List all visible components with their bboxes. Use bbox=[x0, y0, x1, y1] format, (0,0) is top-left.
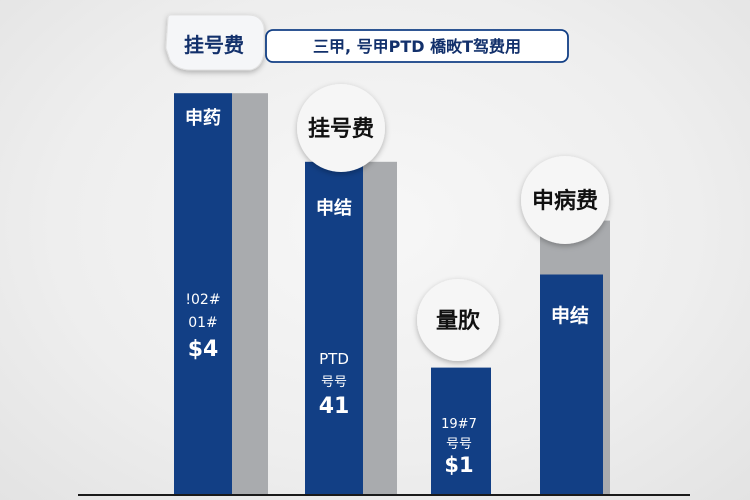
bar-2-line-2: 号号 bbox=[321, 375, 347, 390]
bar-1 bbox=[174, 93, 232, 495]
bar-2 bbox=[305, 161, 363, 496]
bar-1-label: 申药 bbox=[185, 107, 221, 129]
callout-label-2: 量肷 bbox=[436, 309, 480, 334]
legend: 挂号费 三甲, 号甲PTD 橋畋T驾费用 bbox=[165, 14, 569, 71]
bar-2-line-3: 41 bbox=[319, 394, 350, 419]
bar-back-2 bbox=[363, 161, 397, 496]
callout-bubble-1 bbox=[297, 84, 385, 172]
legend-bubble-1 bbox=[165, 14, 265, 71]
callout-bubble-3 bbox=[521, 156, 609, 244]
bar-1-line-2: 01# bbox=[188, 315, 218, 331]
bar-4-label: 申结 bbox=[551, 304, 589, 327]
bar-3 bbox=[431, 367, 491, 495]
bar-back-1 bbox=[232, 93, 268, 495]
callout-1: 挂号费 bbox=[297, 84, 385, 172]
callout-label-3: 申病费 bbox=[532, 188, 598, 214]
bar-1-line-3: $4 bbox=[188, 337, 219, 362]
legend-label-1: 挂号费 bbox=[184, 33, 244, 57]
bar-labels: 申药 !02# 01# $4 申结 PTD 号号 41 19#7 号号 $1 申… bbox=[185, 107, 589, 477]
bar-1-line-1: !02# bbox=[185, 292, 220, 308]
bars bbox=[174, 93, 610, 496]
bar-3-line-2: 号号 bbox=[446, 437, 472, 452]
bar-2-line-1: PTD bbox=[319, 350, 349, 368]
bar-3-line-3: $1 bbox=[444, 453, 473, 477]
bar-3-line-1: 19#7 bbox=[441, 417, 477, 432]
bar-4 bbox=[540, 274, 603, 495]
legend-label-2: 三甲, 号甲PTD 橋畋T驾费用 bbox=[313, 37, 521, 56]
bar-2-label: 申结 bbox=[316, 197, 352, 219]
callouts: 挂号费 量肷 申病费 bbox=[297, 84, 609, 361]
callout-bubble-2 bbox=[417, 279, 499, 361]
callout-2: 量肷 bbox=[417, 279, 499, 361]
legend-box-2 bbox=[265, 29, 569, 63]
callout-label-1: 挂号费 bbox=[308, 116, 374, 142]
callout-3: 申病费 bbox=[521, 156, 609, 244]
